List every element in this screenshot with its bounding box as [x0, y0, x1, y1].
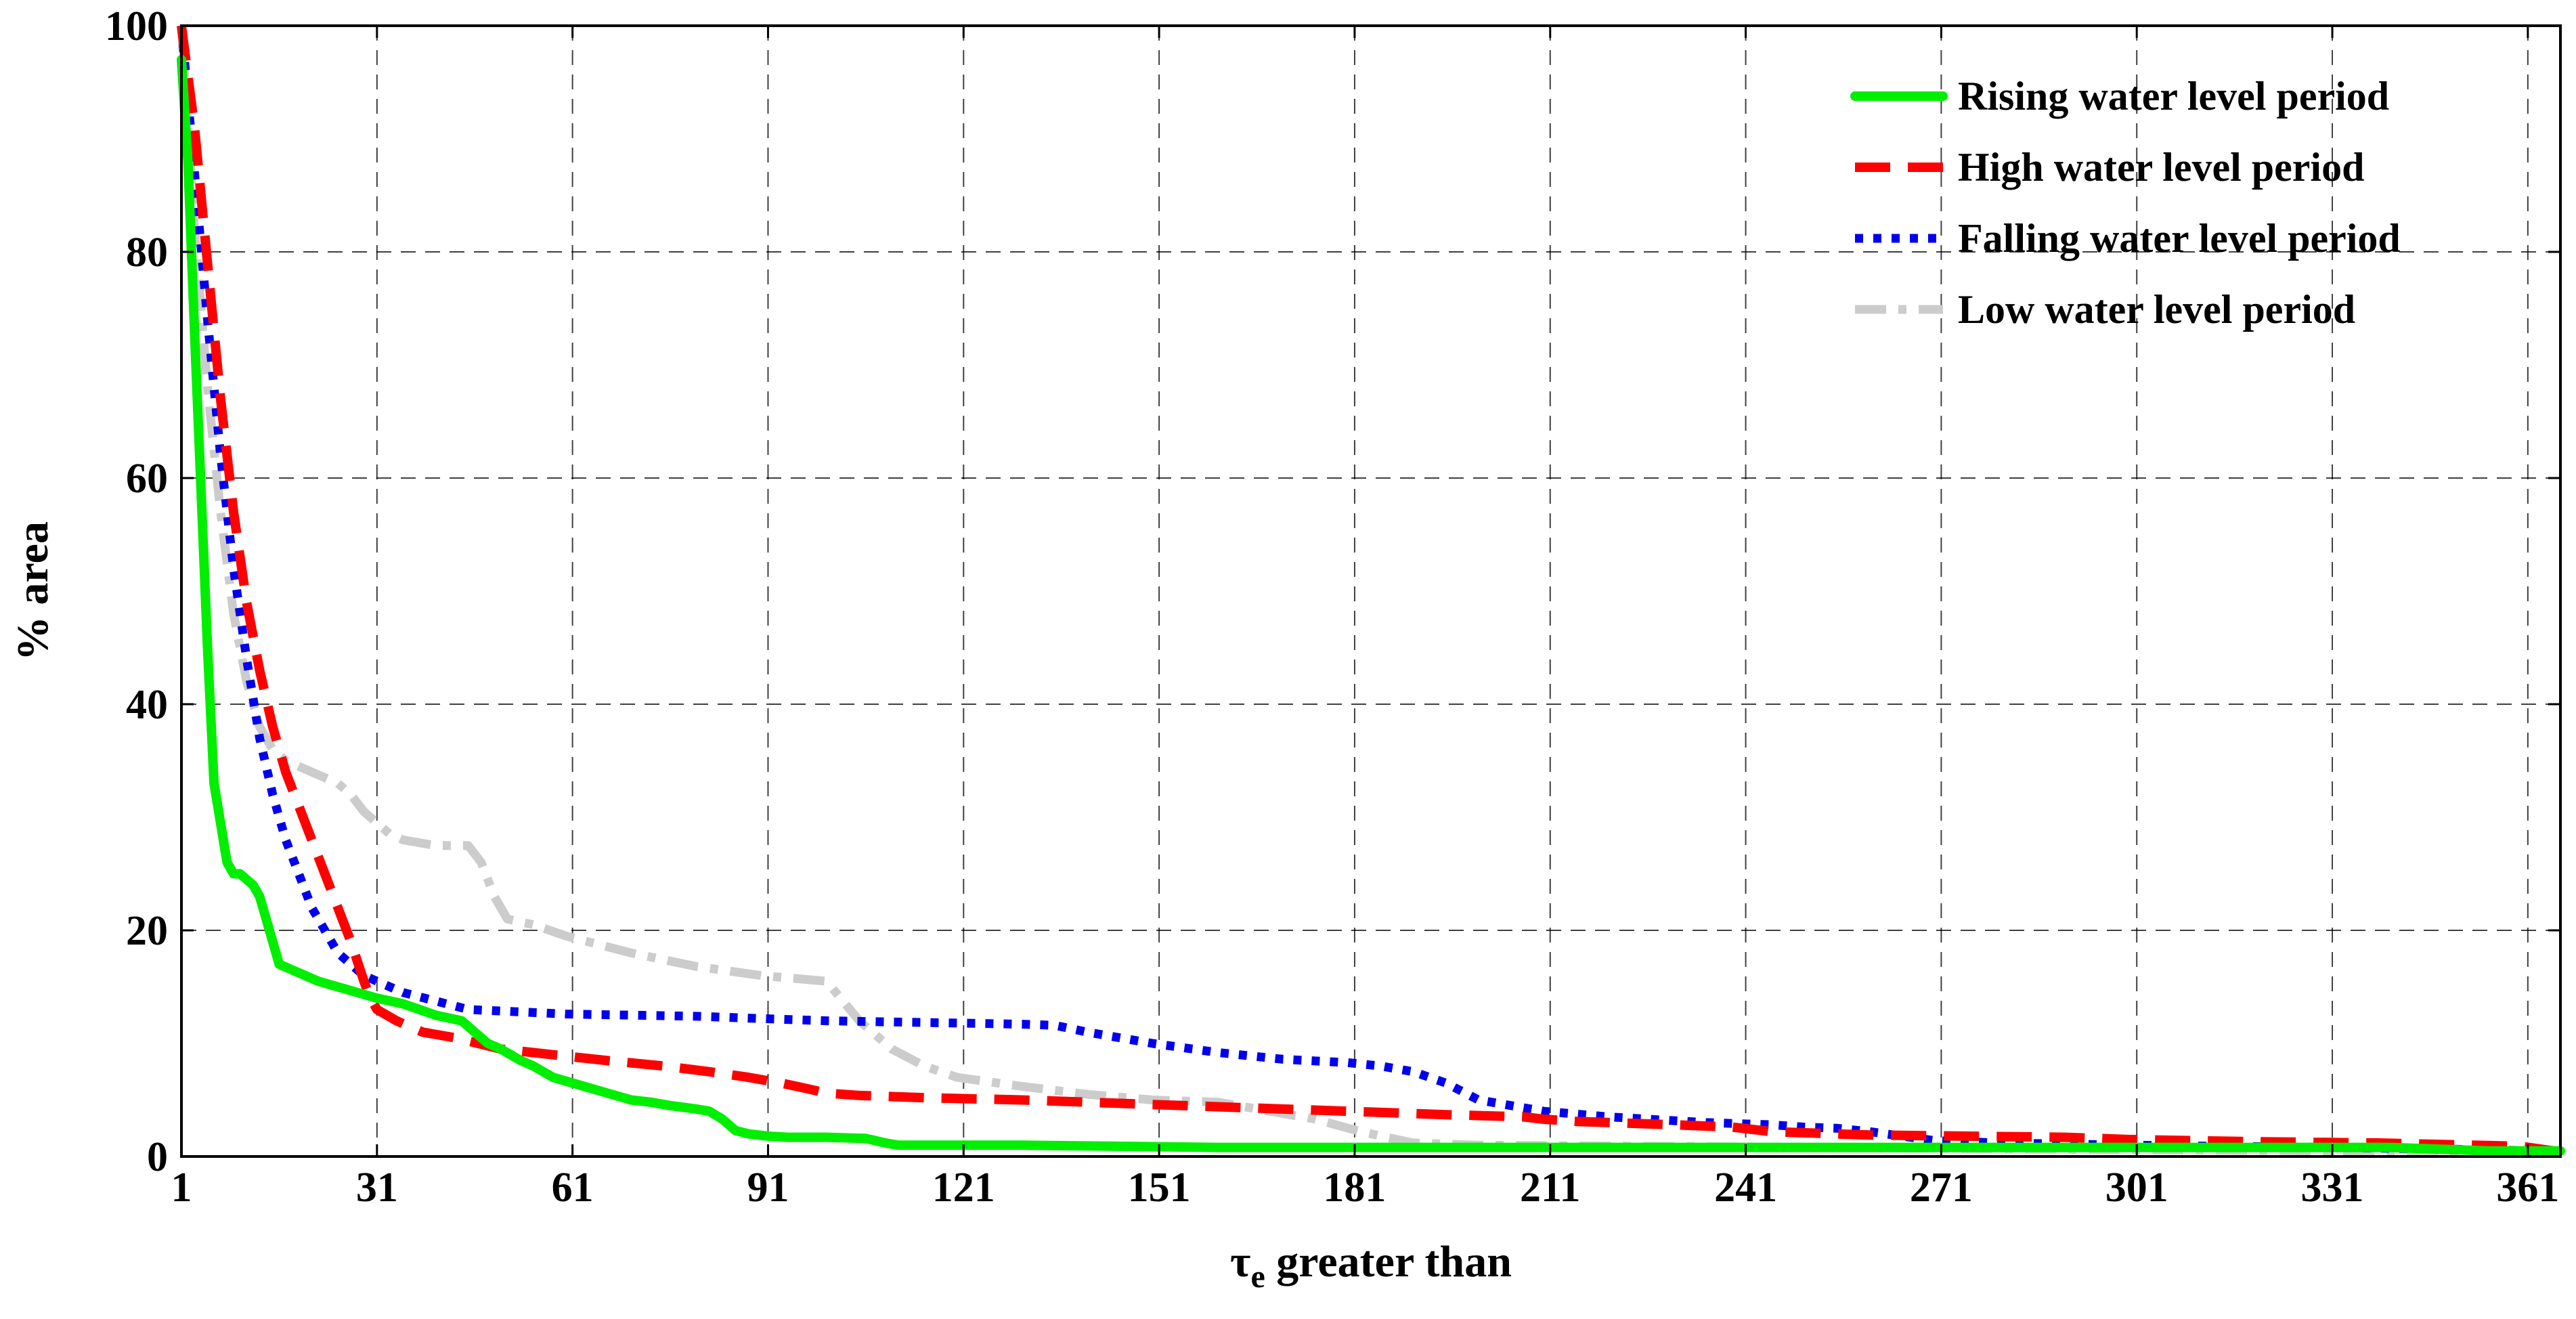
- y-axis-label: % area: [8, 521, 58, 661]
- plot-frame: [180, 24, 2562, 1158]
- x-tick-label: 61: [552, 1165, 594, 1211]
- y-tick-label: 0: [147, 1134, 168, 1180]
- x-tick-label: 151: [1128, 1165, 1191, 1211]
- series-layer: [177, 25, 2565, 1157]
- y-tick-label: 60: [126, 456, 168, 502]
- grid-lines: [181, 26, 2560, 1156]
- series-line-2: [177, 25, 2561, 1156]
- x-axis-label-tau: τ: [1230, 1237, 1250, 1286]
- x-tick-label: 361: [2496, 1165, 2559, 1211]
- y-tick-label: 80: [126, 230, 168, 276]
- legend: Rising water level period High water leve…: [1850, 74, 2401, 332]
- series-line-1: [177, 25, 2561, 1157]
- y-tick-label: 100: [105, 3, 168, 49]
- x-tick-label: 331: [2301, 1165, 2364, 1211]
- series-line-0: [177, 55, 2565, 1156]
- x-axis-label-rest: greater than: [1265, 1237, 1512, 1286]
- x-tick-label: 1: [171, 1165, 192, 1211]
- x-tick-label: 301: [2105, 1165, 2168, 1211]
- x-tick-label: 91: [747, 1165, 789, 1211]
- y-tick-label: 40: [126, 682, 168, 728]
- legend-entry-label: Falling water level period: [1958, 216, 2401, 261]
- y-tick-label: 20: [126, 908, 168, 954]
- series-line-3: [177, 25, 2561, 1156]
- x-tick-label: 121: [932, 1165, 995, 1211]
- axis-ticks: 1 31 61 91 121 151 181 211 241 271 301 331 361 0 20 40 6…: [105, 3, 2560, 1211]
- legend-entry-label: Low water level period: [1958, 287, 2355, 332]
- x-tick-label: 241: [1714, 1165, 1777, 1211]
- x-tick-label: 31: [356, 1165, 398, 1211]
- x-tick-label: 211: [1520, 1165, 1581, 1211]
- legend-entry-label: High water level period: [1958, 145, 2364, 190]
- x-axis-label-subscript: e: [1250, 1259, 1265, 1295]
- x-tick-label: 271: [1910, 1165, 1973, 1211]
- legend-entry-label: Rising water level period: [1958, 74, 2389, 118]
- x-tick-label: 181: [1323, 1165, 1386, 1211]
- x-axis-label: τe greater than: [1230, 1237, 1512, 1295]
